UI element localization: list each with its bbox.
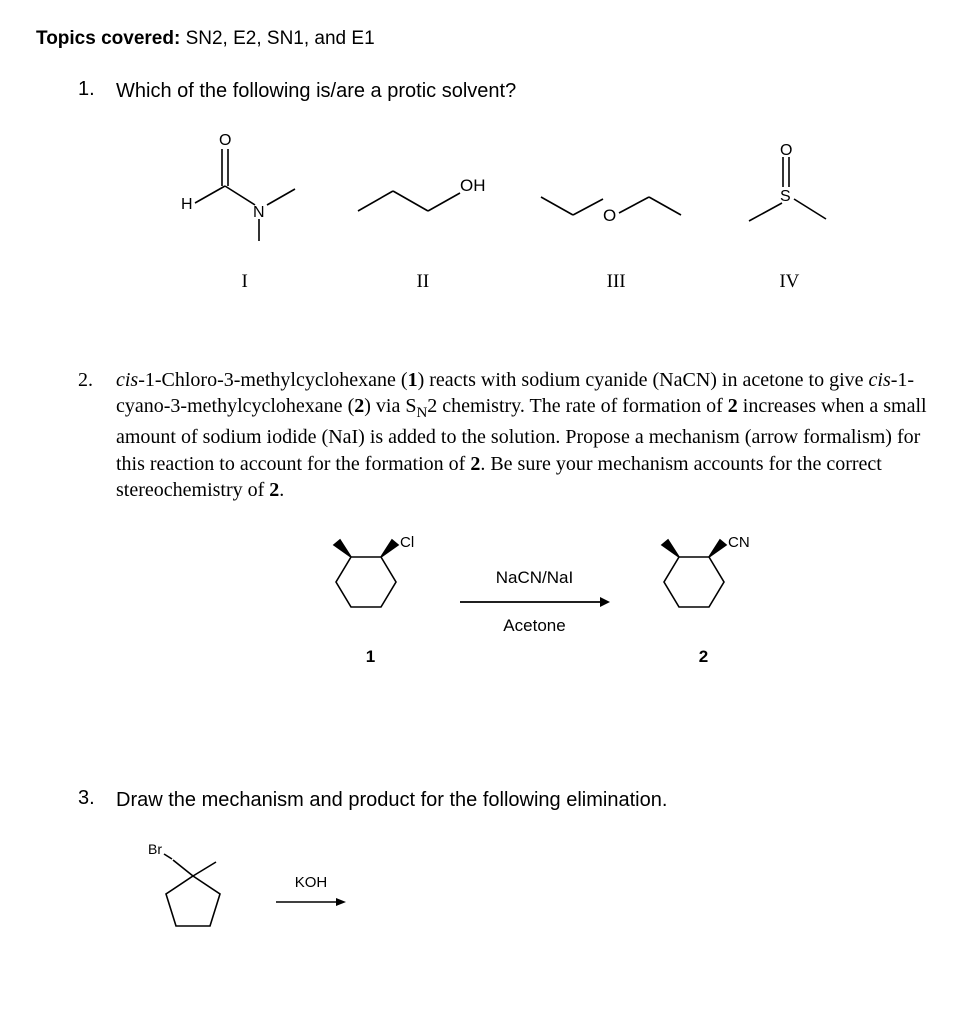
q2-text: cis-1-Chloro-3-methylcyclohexane (1) rea… [116, 367, 941, 503]
structure-4: S O IV [734, 141, 844, 293]
svg-text:S: S [780, 188, 791, 205]
question-2: 2. cis-1-Chloro-3-methylcyclohexane (1) … [78, 367, 941, 667]
structure-3-svg: O [531, 161, 701, 241]
structure-1-svg: H O N [175, 131, 315, 241]
q3-reagent: KOH [295, 874, 328, 891]
structure-2-svg: OH [348, 161, 498, 241]
structure-1: H O N I [175, 131, 315, 293]
q3-substrate-svg: Br [138, 836, 258, 946]
q3-number: 3. [78, 787, 102, 810]
q1-number: 1. [78, 78, 102, 101]
reaction-conditions: NaCN/NaI Acetone [460, 568, 610, 636]
topics-label: Topics covered: [36, 28, 180, 49]
compound-1-label: 1 [366, 647, 375, 667]
compound-2-label: 2 [699, 647, 708, 667]
compound-1-svg: Cl [306, 537, 436, 627]
q2-reaction-scheme: Cl 1 NaCN/NaI Acetone CN [138, 537, 941, 667]
question-1: 1. Which of the following is/are a proti… [78, 78, 941, 293]
structure-3-label: III [607, 271, 626, 293]
q3-scheme: Br KOH [138, 836, 941, 946]
svg-text:CN: CN [728, 534, 750, 551]
structure-2-label: II [417, 271, 430, 293]
reaction-arrow-icon [460, 594, 610, 610]
q2-number: 2. [78, 367, 102, 393]
svg-text:O: O [219, 132, 231, 149]
structure-4-svg: S O [734, 141, 844, 241]
reagent-2: Acetone [503, 616, 565, 636]
structure-4-label: IV [779, 271, 799, 293]
compound-2-svg: CN [634, 537, 774, 627]
q3-text: Draw the mechanism and product for the f… [116, 787, 667, 814]
svg-text:N: N [253, 204, 265, 221]
compound-1: Cl 1 [306, 537, 436, 667]
structure-3: O III [531, 161, 701, 293]
svg-text:O: O [603, 206, 616, 225]
topics-value: SN2, E2, SN1, and E1 [186, 28, 375, 49]
svg-text:H: H [181, 196, 193, 213]
q1-text: Which of the following is/are a protic s… [116, 78, 516, 105]
question-3: 3. Draw the mechanism and product for th… [78, 787, 941, 946]
compound-2: CN 2 [634, 537, 774, 667]
q1-structures: H O N I [158, 131, 861, 293]
structure-1-label: I [241, 271, 247, 293]
svg-text:OH: OH [460, 176, 486, 195]
topics-line: Topics covered: SN2, E2, SN1, and E1 [36, 28, 941, 50]
q3-conditions: KOH [276, 874, 346, 909]
svg-text:Br: Br [148, 841, 162, 857]
q3-arrow-icon [276, 895, 346, 909]
svg-text:Cl: Cl [400, 534, 414, 551]
svg-text:O: O [780, 142, 792, 159]
structure-2: OH II [348, 161, 498, 293]
reagent-1: NaCN/NaI [496, 568, 573, 588]
